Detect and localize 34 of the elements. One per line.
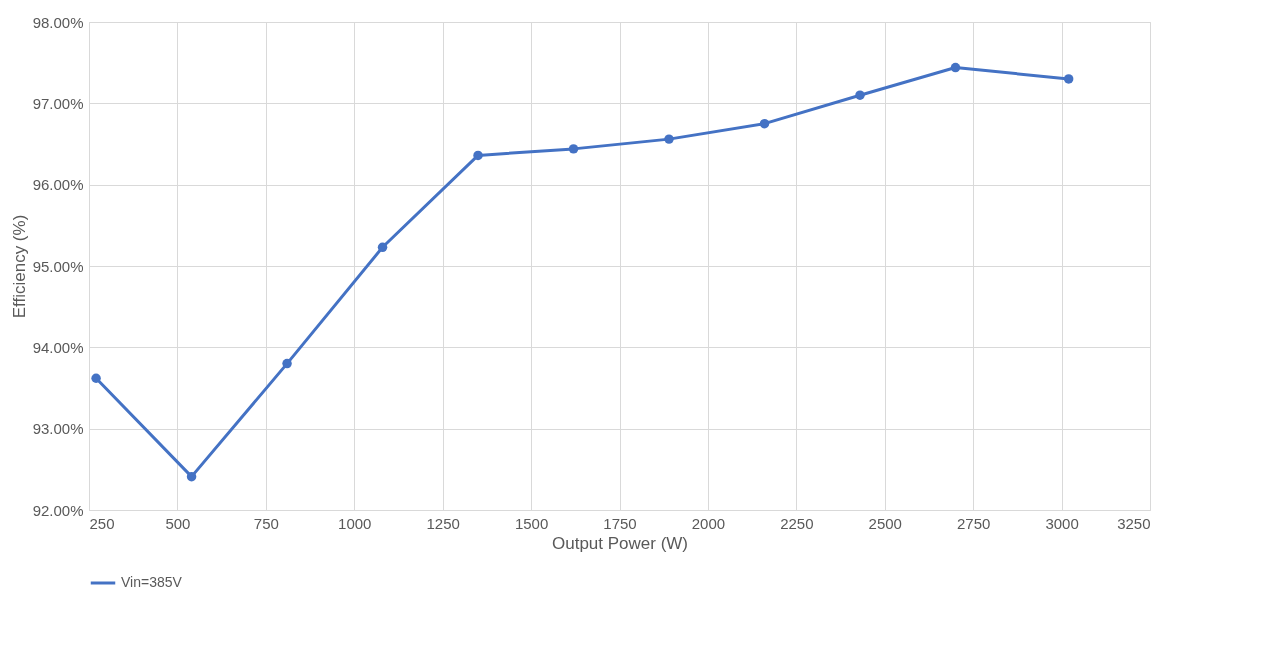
x-tick-label: 2500 [868, 514, 902, 532]
x-tick-label: 3250 [1117, 514, 1151, 532]
y-tick-label: 95.00% [32, 257, 84, 275]
y-tick-label: 94.00% [32, 338, 84, 356]
point [855, 90, 865, 100]
x-tick-label: 1500 [514, 514, 549, 532]
point [91, 373, 101, 383]
y-tick-label: 92.00% [32, 501, 84, 519]
x-tick-label: 2750 [956, 514, 991, 532]
legend-label: Vin=385V [121, 574, 183, 590]
x-tick-label: 750 [253, 514, 279, 532]
y-tick-label: 98.00% [32, 13, 84, 31]
x-tick-label: 1750 [603, 514, 637, 532]
x-tick-label: 1000 [338, 514, 372, 532]
point [568, 144, 579, 154]
x-tick-label: 1250 [426, 514, 460, 532]
point [186, 471, 197, 482]
point [950, 62, 961, 73]
point [759, 118, 770, 129]
point [664, 134, 674, 144]
point [473, 150, 483, 161]
x-axis-title: Output Power (W) [551, 533, 689, 553]
point [282, 358, 292, 369]
y-tick-label: 96.00% [32, 176, 84, 194]
point [1063, 74, 1074, 84]
x-tick-label: 500 [165, 514, 191, 532]
y-tick-label: 93.00% [32, 420, 84, 438]
x-tick-label: 2250 [780, 514, 814, 532]
y-tick-label: 97.00% [32, 94, 84, 112]
point [377, 242, 388, 253]
x-tick-label: 250 [89, 514, 115, 532]
y-axis-title: Efficiency (%) [9, 214, 29, 319]
x-tick-label: 3000 [1045, 514, 1079, 532]
x-tick-label: 2000 [691, 514, 726, 532]
